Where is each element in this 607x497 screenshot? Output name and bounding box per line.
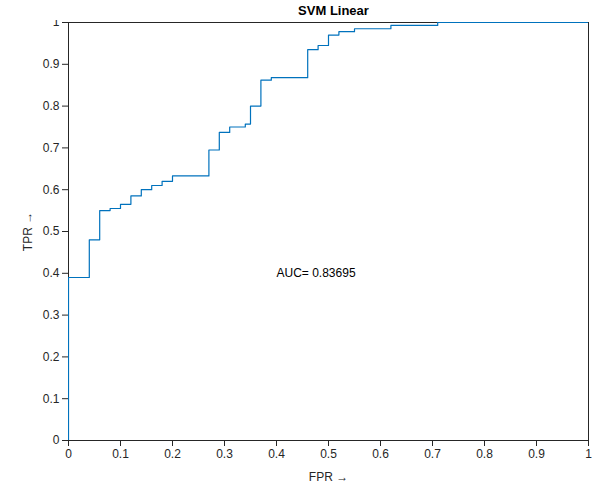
svg-text:0.9: 0.9	[528, 447, 545, 461]
html-text:SVM Linear: SVM Linear	[298, 3, 369, 18]
svg-text:0.6: 0.6	[372, 447, 389, 461]
svg-text:1: 1	[585, 447, 592, 461]
svg-text:0.4: 0.4	[268, 447, 285, 461]
svg-text:0.4: 0.4	[43, 266, 60, 280]
svg-text:0: 0	[53, 433, 60, 447]
svg-text:0.2: 0.2	[164, 447, 181, 461]
svg-text:0.1: 0.1	[43, 392, 60, 406]
svg-text:0.8: 0.8	[43, 99, 60, 113]
svg-text:0.5: 0.5	[320, 447, 337, 461]
svg-text:0.3: 0.3	[43, 308, 60, 322]
svg-text:0.3: 0.3	[216, 447, 233, 461]
svg-text:0.8: 0.8	[476, 447, 493, 461]
svg-text:1: 1	[53, 20, 60, 29]
svg-text:0.5: 0.5	[43, 224, 60, 238]
svg-text:0.2: 0.2	[43, 350, 60, 364]
svg-text:FPR →: FPR →	[309, 470, 348, 484]
svg-text:0.7: 0.7	[424, 447, 441, 461]
svg-text:0.7: 0.7	[43, 141, 60, 155]
svg-text:AUC= 0.83695: AUC= 0.83695	[277, 266, 356, 280]
svg-text:TPR →: TPR →	[21, 212, 35, 251]
svg-text:0.6: 0.6	[43, 183, 60, 197]
svg-text:0.9: 0.9	[43, 57, 60, 71]
svg-text:0: 0	[65, 447, 72, 461]
svg-text:0.1: 0.1	[112, 447, 129, 461]
